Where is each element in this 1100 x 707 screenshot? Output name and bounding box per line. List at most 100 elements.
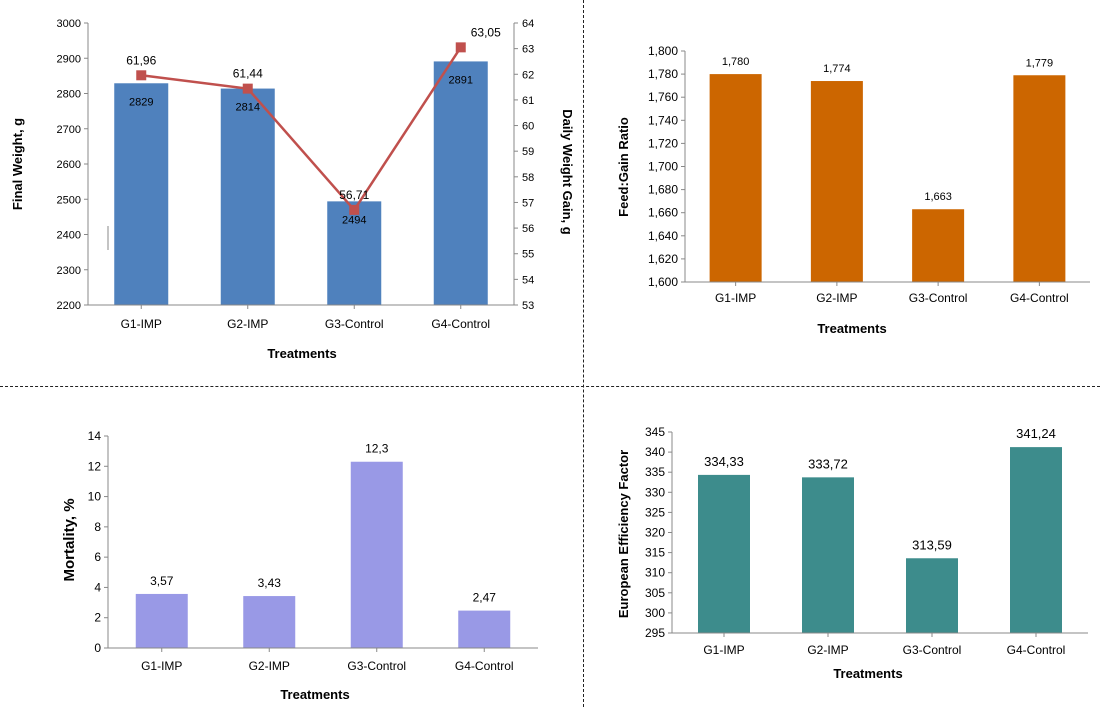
category-label: G3-Control [347,659,406,673]
bar-data-label: 2494 [342,214,366,226]
category-label: G3-Control [903,643,962,657]
bar-data-label: 2891 [449,74,473,86]
y-tick-label: 305 [645,586,665,600]
bar-g1-imp [114,83,169,305]
bar-data-label: 2814 [236,102,260,114]
daily-gain-marker [242,83,253,94]
y-axis-title: Mortality, % [61,498,78,581]
bar-data-label: 313,59 [912,537,952,552]
x-axis-title: Treatments [267,346,336,361]
y-axis-title: European Efficiency Factor [616,450,631,618]
bar-g1-imp [135,593,188,648]
bar-g1-imp [698,474,750,633]
bar-g3-control [350,461,403,648]
y-tick-label: 325 [645,505,665,519]
y-tick-label: 1,660 [648,206,678,220]
category-label: G4-Control [1010,291,1069,305]
y-tick-label: 1,620 [648,252,678,266]
daily-gain-label: 63,05 [471,25,501,39]
y-tick-label: 2300 [57,265,81,277]
bar [698,474,750,633]
bar [433,61,488,305]
y-tick-label: 2700 [57,124,81,136]
y2-tick-label: 60 [522,121,534,133]
category-label: G4-Control [431,317,490,331]
y2-tick-label: 56 [522,223,534,235]
y2-tick-label: 58 [522,172,534,184]
vertical-divider [583,0,584,707]
y-tick-label: 12 [88,459,102,473]
daily-gain-marker [136,70,147,81]
category-label: G3-Control [325,317,384,331]
bar-data-label: 1,774 [823,63,851,75]
y2-axis-title: Daily Weight Gain, g [560,109,575,235]
bar [458,610,511,648]
y-tick-label: 2 [94,611,101,625]
category-label: G1-IMP [703,643,744,657]
bar [810,81,863,282]
y-tick-label: 2400 [57,230,81,242]
y-tick-label: 310 [645,566,665,580]
y-tick-label: 0 [94,641,101,655]
y-tick-label: 1,760 [648,90,678,104]
y-tick-label: 320 [645,526,665,540]
y-tick-label: 295 [645,626,665,640]
y-tick-label: 6 [94,550,101,564]
bar-data-label: 2829 [129,96,153,108]
y-tick-label: 4 [94,580,101,594]
bar-data-label: 1,779 [1026,57,1054,69]
daily-gain-label: 61,96 [126,53,156,67]
category-label: G2-IMP [816,291,857,305]
y-tick-label: 2200 [57,300,81,312]
y-tick-label: 335 [645,465,665,479]
bar-g3-control [906,558,958,633]
bar-g4-control [1010,447,1062,633]
bar-data-label: 333,72 [808,456,848,471]
bar-g2-imp [802,477,854,633]
y-axis-title: Final Weight, g [10,118,25,210]
category-label: G2-IMP [249,659,290,673]
y-axis-title: Feed:Gain Ratio [616,117,631,217]
category-label: G1-IMP [141,659,182,673]
bar [709,74,762,282]
bar-g2-imp [243,596,296,648]
y2-tick-label: 54 [522,274,534,286]
bar-g2-imp [220,88,275,305]
y-tick-label: 14 [88,429,102,443]
y2-tick-label: 61 [522,95,534,107]
bar [243,596,296,648]
bar [1013,75,1066,282]
bar [1010,447,1062,633]
bar-g3-control [912,209,965,282]
category-label: G2-IMP [227,317,268,331]
y-tick-label: 330 [645,485,665,499]
y-tick-label: 340 [645,445,665,459]
daily-gain-label: 56,71 [339,188,369,202]
y2-tick-label: 64 [522,18,534,30]
bar-data-label: 2,47 [473,591,497,605]
bar-data-label: 1,663 [924,191,952,203]
bar [802,477,854,633]
bar-g2-imp [810,81,863,282]
bar-data-label: 334,33 [704,454,744,469]
daily-gain-marker [455,42,466,53]
y-tick-label: 1,800 [648,44,678,58]
y2-tick-label: 53 [522,300,534,312]
y-tick-label: 345 [645,425,665,439]
category-label: G4-Control [455,659,514,673]
y-tick-label: 1,640 [648,229,678,243]
category-label: G2-IMP [807,643,848,657]
daily-gain-marker [349,204,360,215]
bar-data-label: 341,24 [1016,426,1056,441]
bar [906,558,958,633]
y2-tick-label: 59 [522,146,534,158]
y-tick-label: 1,700 [648,160,678,174]
y-tick-label: 3000 [57,18,81,30]
category-label: G1-IMP [121,317,162,331]
category-label: G4-Control [1007,643,1066,657]
y-tick-label: 315 [645,546,665,560]
bar-g4-control [1013,75,1066,282]
bar [912,209,965,282]
